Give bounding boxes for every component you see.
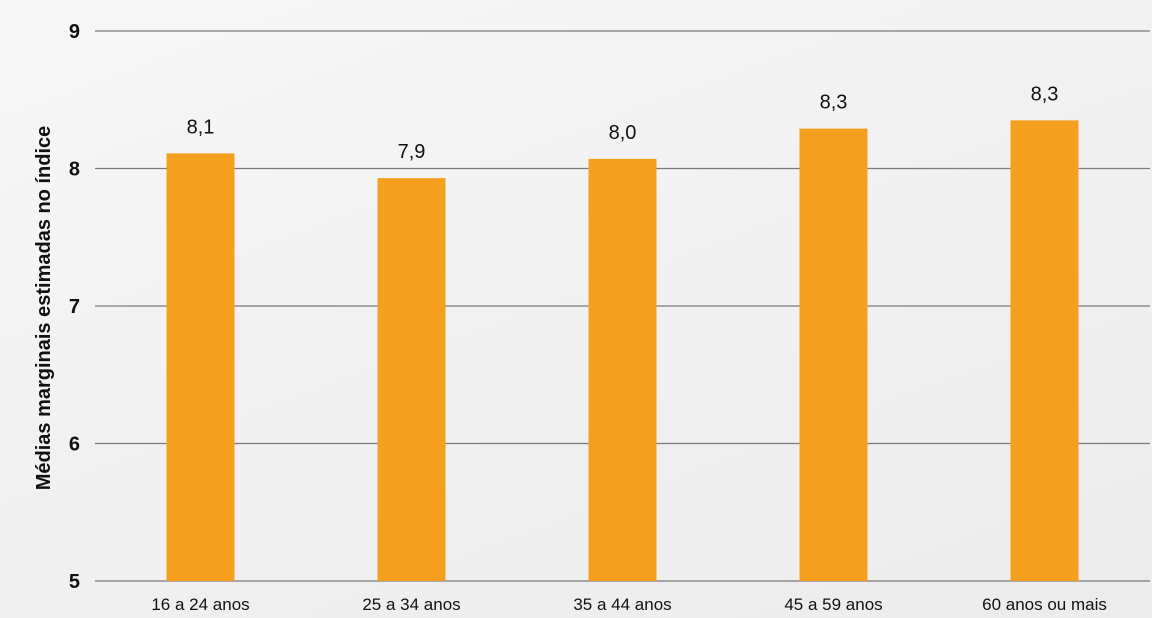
y-tick-label: 9	[69, 21, 80, 43]
bar	[377, 178, 446, 581]
bar	[166, 153, 235, 581]
y-tick-label: 6	[69, 434, 80, 456]
bar-value-label: 7,9	[398, 141, 426, 163]
y-tick-label: 5	[69, 571, 80, 593]
x-tick-label: 60 anos ou mais	[982, 595, 1107, 614]
value-labels: 8,1 7,9 8,0 8,3 8,3	[187, 83, 1059, 163]
x-tick-label: 45 a 59 anos	[784, 595, 882, 614]
y-tick-label: 8	[69, 159, 80, 181]
bars	[166, 120, 1079, 581]
bar-value-label: 8,0	[609, 122, 637, 144]
bar-value-label: 8,3	[820, 92, 848, 114]
y-axis-title: Médias marginais estimadas no índice	[33, 126, 55, 491]
bar	[799, 128, 868, 581]
y-tick-label: 7	[69, 296, 80, 318]
bar-value-label: 8,1	[187, 116, 215, 138]
bar-value-label: 8,3	[1031, 83, 1059, 105]
bar	[1010, 120, 1079, 581]
x-tick-label: 16 a 24 anos	[151, 595, 249, 614]
x-tick-label: 35 a 44 anos	[573, 595, 671, 614]
x-axis-ticks: 16 a 24 anos 25 a 34 anos 35 a 44 anos 45 a…	[151, 595, 1107, 614]
bar	[588, 158, 657, 581]
x-tick-label: 25 a 34 anos	[362, 595, 460, 614]
y-axis-ticks: 5 6 7 8 9	[69, 21, 80, 593]
